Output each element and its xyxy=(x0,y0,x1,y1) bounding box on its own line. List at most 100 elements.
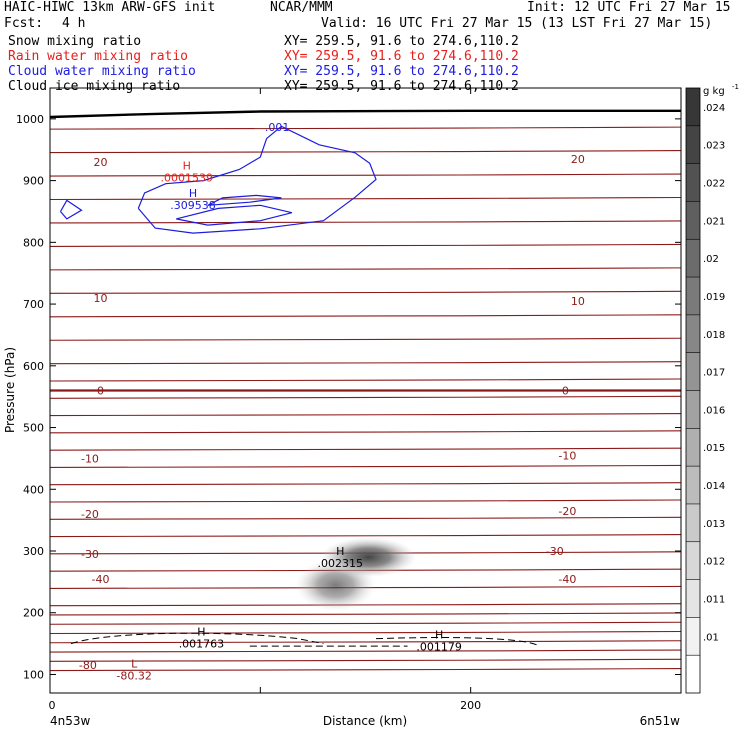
isotherm-line xyxy=(50,630,681,635)
colorbar-swatch xyxy=(686,88,700,126)
isotherm-line xyxy=(50,640,681,644)
forecast-label: Fcst: xyxy=(4,16,44,31)
y-tick-label: 500 xyxy=(23,422,44,435)
legend-snow-xy: XY= 259.5, 91.6 to 274.6,110.2 xyxy=(284,34,519,49)
isotherm-line xyxy=(50,534,681,538)
isotherm-label: 10 xyxy=(93,292,107,305)
snow-maximum-value: .001179 xyxy=(416,641,462,654)
isotherm-label: -30 xyxy=(81,548,99,561)
legend-cloudwater-xy: XY= 259.5, 91.6 to 274.6,110.2 xyxy=(284,64,519,79)
colorbar-tick-label: .015 xyxy=(703,443,725,454)
isotherm-line xyxy=(50,314,681,318)
colorbar-swatch xyxy=(686,314,700,353)
cloud-water-contour xyxy=(137,125,377,234)
colorbar-tick-label: .022 xyxy=(703,179,725,190)
colorbar-unit: g kg xyxy=(703,86,725,97)
isotherm-line xyxy=(50,447,681,451)
cloud-water-maximum-value: .309538 xyxy=(170,199,216,212)
cloud-water-contour xyxy=(176,204,293,226)
isotherm-line xyxy=(50,267,681,271)
model-title: HAIC-HIWC 13km ARW-GFS init xyxy=(4,0,216,15)
colorbar-tick-label: .02 xyxy=(703,254,719,265)
org-label: NCAR/MMM xyxy=(270,0,333,15)
y-tick-label: 300 xyxy=(23,545,44,558)
y-tick-label: 400 xyxy=(23,483,44,496)
legend-rain-name: Rain water mixing ratio xyxy=(8,49,189,64)
colorbar-tick-label: .011 xyxy=(703,594,725,605)
colorbar-tick-label: .012 xyxy=(703,557,725,568)
cloud-water-contour xyxy=(59,199,83,220)
isotherm-line xyxy=(50,243,681,247)
colorbar-swatch xyxy=(686,579,700,618)
y-tick-label: 800 xyxy=(23,236,44,249)
y-tick-label: 700 xyxy=(23,298,44,311)
colorbar-swatch xyxy=(686,201,700,240)
colorbar-swatch xyxy=(686,239,700,278)
colorbar-tick-label: .019 xyxy=(703,292,725,303)
colorbar-unit-exponent: -1 xyxy=(732,83,739,91)
isotherm-line xyxy=(50,290,681,294)
legend-ice-name: Cloud ice mixing ratio xyxy=(8,79,181,94)
x-axis-label: Distance (km) xyxy=(323,714,407,728)
isotherm-line xyxy=(50,430,681,434)
isotherm-line xyxy=(50,482,681,486)
colorbar-swatch xyxy=(686,163,700,202)
isotherm-line xyxy=(50,516,681,520)
snow-contour xyxy=(70,632,324,645)
isotherm-line xyxy=(50,337,681,341)
valid-time: Valid: 16 UTC Fri 27 Mar 15 (13 LST Fri … xyxy=(321,16,713,31)
plot-frame xyxy=(49,87,682,694)
cloud-water-contour-label: .001 xyxy=(265,121,290,134)
x-tick-label: 200 xyxy=(460,699,481,712)
y-axis-label: Pressure (hPa) xyxy=(3,347,17,433)
x-end-label: 6n51w xyxy=(640,714,681,728)
forecast-hour: 4 h xyxy=(62,16,86,31)
temperature-minimum-value: -80.32 xyxy=(116,670,151,683)
isotherm-line xyxy=(50,378,681,382)
colorbar-tick-label: .024 xyxy=(703,103,725,114)
cloud-ice-shading-core xyxy=(320,537,417,578)
isotherm-line xyxy=(50,649,681,653)
colorbar-swatch xyxy=(686,466,700,504)
isotherm-line xyxy=(50,126,681,130)
isotherm-label: -20 xyxy=(81,508,99,521)
isotherm-line xyxy=(50,361,681,365)
snow-contour xyxy=(376,637,539,646)
isotherm-line xyxy=(50,413,681,417)
isotherm-label: -20 xyxy=(558,505,576,518)
isotherm-label: -40 xyxy=(91,573,109,586)
ice-maximum-letter: H xyxy=(336,545,344,558)
isotherm-label: -10 xyxy=(558,449,576,462)
isotherm-line xyxy=(50,464,681,468)
colorbar-tick-label: .023 xyxy=(703,141,725,152)
colorbar-swatch xyxy=(686,617,700,656)
rain-maximum-letter: H xyxy=(183,159,191,172)
cloud-water-contour xyxy=(207,194,282,206)
legend-cloudwater-name: Cloud water mixing ratio xyxy=(8,64,196,79)
colorbar-tick-label: .018 xyxy=(703,330,725,341)
isotherm-label: 20 xyxy=(571,153,585,166)
isotherm-line xyxy=(50,150,681,154)
isotherm-label: -80 xyxy=(79,659,97,672)
colorbar-tick-label: .017 xyxy=(703,368,725,379)
colorbar-swatch xyxy=(686,390,700,429)
y-tick-label: 900 xyxy=(23,175,44,188)
isotherm-label: -10 xyxy=(81,452,99,465)
isotherm-line xyxy=(50,196,681,201)
isotherm-label: 20 xyxy=(93,156,107,169)
colorbar-swatch xyxy=(686,503,700,542)
y-tick-label: 200 xyxy=(23,607,44,620)
colorbar-swatch xyxy=(686,277,700,315)
x-tick-label: 0 xyxy=(49,699,56,712)
colorbar-swatch xyxy=(686,428,700,467)
y-tick-label: 600 xyxy=(23,360,44,373)
rain-maximum-value: .0001539 xyxy=(160,171,213,184)
legend-ice-xy: XY= 259.5, 91.6 to 274.6,110.2 xyxy=(284,79,519,94)
colorbar-tick-label: .013 xyxy=(703,519,725,530)
colorbar-swatch xyxy=(686,125,700,164)
colorbar-tick-label: .021 xyxy=(703,216,725,227)
colorbar-tick-label: .014 xyxy=(703,481,725,492)
colorbar-tick-label: .016 xyxy=(703,405,725,416)
isotherm-label: 0 xyxy=(97,385,104,398)
